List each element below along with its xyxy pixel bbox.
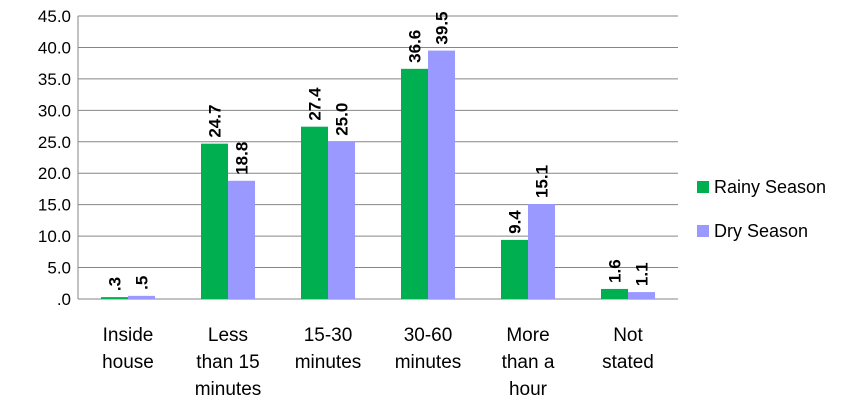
category-label: 30-60 (404, 325, 453, 346)
bar-dry-season (628, 292, 655, 299)
legend-label-dry-season: Dry Season (714, 220, 809, 241)
category-label: Not (613, 325, 643, 346)
category-label: than a (502, 352, 555, 373)
data-labels: .3 .5 24.7 18.8 27.4 25.0 36.6 39.5 9.4 15.1 1.6 1.… (106, 11, 652, 291)
bar-dry-season (128, 295, 155, 299)
y-tick-label: 10.0 (38, 227, 71, 246)
bar-rainy-season (401, 68, 428, 300)
legend-label-rainy-season: Rainy Season (714, 176, 827, 197)
data-label: 36.6 (406, 30, 425, 63)
category-label: hour (509, 379, 548, 400)
data-label: 9.4 (506, 210, 525, 234)
data-label: 27.4 (306, 87, 325, 121)
category-label: Less (208, 325, 248, 346)
y-tick-label: 20.0 (38, 164, 71, 183)
bar-dry-season (328, 141, 355, 299)
y-tick-label: 35.0 (38, 70, 71, 89)
category-label: than 15 (196, 352, 259, 373)
y-tick-label: 45.0 (38, 7, 71, 26)
category-label: 15-30 (304, 325, 353, 346)
category-label: stated (602, 352, 654, 373)
category-label: minutes (195, 379, 262, 400)
legend-item-dry-season: Dry Season (697, 220, 826, 242)
bar-rainy-season (501, 239, 528, 299)
category-label: More (506, 325, 549, 346)
data-label: 1.1 (633, 262, 652, 286)
bar-rainy-season (301, 126, 328, 299)
bar-dry-season (228, 180, 255, 299)
legend-swatch-dry-season (697, 225, 709, 237)
category-label: house (102, 352, 154, 373)
category-label: minutes (395, 352, 462, 373)
y-tick-label: 25.0 (38, 133, 71, 152)
data-label: 39.5 (433, 11, 452, 44)
category-label: minutes (295, 352, 362, 373)
bar-rainy-season (101, 297, 128, 299)
category-label: Inside (103, 325, 154, 346)
data-label: .3 (106, 277, 125, 291)
bar-rainy-season (201, 143, 228, 299)
y-tick-label: 5.0 (47, 259, 71, 278)
data-label: 25.0 (333, 103, 352, 136)
bar-dry-season (528, 204, 555, 299)
y-tick-label: 30.0 (38, 101, 71, 120)
data-label: 24.7 (206, 105, 225, 138)
y-tick-label: 15.0 (38, 196, 71, 215)
data-label: 18.8 (233, 142, 252, 175)
y-tick-label: .0 (57, 290, 71, 309)
legend: Rainy Season Dry Season (697, 176, 826, 264)
axes (77, 16, 678, 300)
bars (101, 50, 655, 300)
gridlines (78, 15, 678, 269)
legend-item-rainy-season: Rainy Season (697, 176, 826, 198)
y-tick-labels: .0 5.0 10.0 15.0 20.0 25.0 30.0 35.0 40.0 45.0 (38, 7, 71, 309)
data-label: 1.6 (606, 259, 625, 283)
bar-dry-season (428, 50, 455, 299)
data-label: 15.1 (533, 165, 552, 198)
bar-rainy-season (601, 288, 628, 299)
data-label: .5 (133, 276, 152, 290)
category-labels: Inside house Less than 15 minutes 15-30 minute… (102, 325, 654, 400)
y-tick-label: 40.0 (38, 38, 71, 57)
legend-swatch-rainy-season (697, 181, 709, 193)
